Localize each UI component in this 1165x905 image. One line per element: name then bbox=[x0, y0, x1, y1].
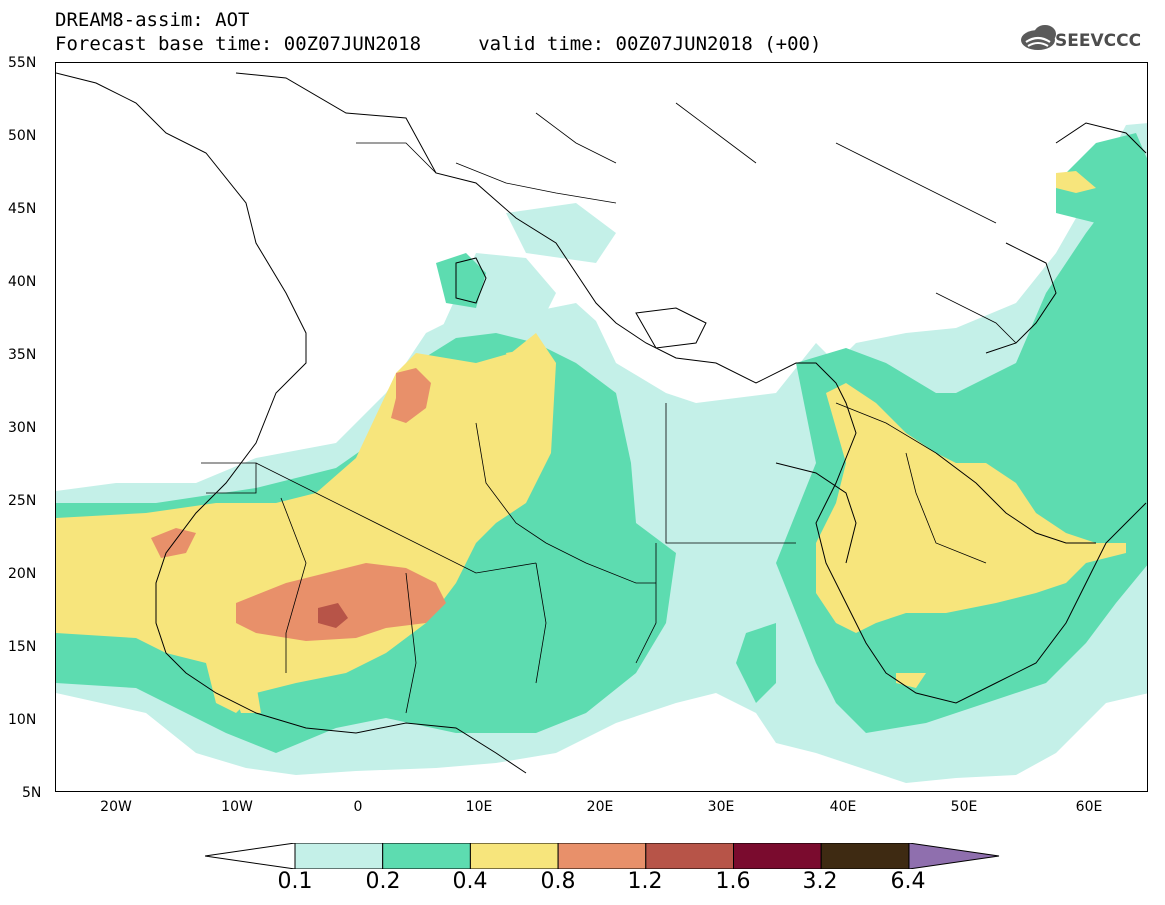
colorbar-box bbox=[820, 843, 910, 869]
lat-tick-label: 15N bbox=[8, 639, 37, 655]
lat-tick-label: 25N bbox=[8, 493, 37, 509]
lat-tick-label: 50N bbox=[8, 128, 37, 144]
cloud-icon bbox=[1021, 25, 1056, 50]
lon-tick-label: 10E bbox=[465, 799, 493, 815]
country-borders bbox=[201, 102, 1017, 714]
logo-text: SEEVCCC bbox=[1055, 31, 1142, 51]
lat-tick-label: 45N bbox=[8, 201, 37, 217]
colorbar-box bbox=[469, 843, 559, 869]
lon-tick-label: 10W bbox=[221, 799, 253, 815]
lat-tick-label: 40N bbox=[8, 274, 37, 290]
colorbar-label: 0.1 bbox=[277, 869, 313, 894]
colorbar-label: 1.6 bbox=[715, 869, 751, 894]
lon-tick-label: 60E bbox=[1075, 799, 1103, 815]
colorbar-over-triangle bbox=[908, 843, 1000, 869]
colorbar bbox=[205, 843, 1000, 869]
aot-band-0.4 bbox=[56, 171, 1126, 713]
aot-band-1.2 bbox=[318, 603, 348, 628]
colorbar-under-triangle bbox=[205, 843, 296, 869]
coastlines bbox=[56, 72, 1147, 774]
lat-tick-label: 35N bbox=[8, 347, 37, 363]
colorbar-box bbox=[645, 843, 734, 869]
colorbar-label: 1.2 bbox=[627, 869, 663, 894]
lat-tick-label: 10N bbox=[8, 712, 37, 728]
forecast-time-line: Forecast base time: 00Z07JUN2018 valid t… bbox=[55, 33, 822, 55]
colorbar-label: 0.4 bbox=[452, 869, 488, 894]
map-title: DREAM8-assim: AOT bbox=[55, 9, 250, 31]
lon-tick-label: 20E bbox=[586, 799, 614, 815]
colorbar-box bbox=[382, 843, 471, 869]
colorbar-label: 6.4 bbox=[890, 869, 926, 894]
lat-tick-label: 30N bbox=[8, 420, 37, 436]
colorbar-label: 0.2 bbox=[365, 869, 401, 894]
lat-tick-label: 20N bbox=[8, 566, 37, 582]
colorbar-label: 0.8 bbox=[540, 869, 576, 894]
colorbar-box bbox=[557, 843, 647, 869]
map-area bbox=[55, 62, 1148, 792]
aot-field-map bbox=[56, 72, 1147, 783]
lon-tick-label: 30E bbox=[707, 799, 735, 815]
colorbar-box bbox=[733, 843, 822, 869]
colorbar-label: 3.2 bbox=[802, 869, 838, 894]
lon-tick-label: 40E bbox=[829, 799, 857, 815]
lon-tick-label: 50E bbox=[950, 799, 978, 815]
lat-tick-label: 55N bbox=[8, 55, 37, 71]
colorbar-box bbox=[294, 843, 384, 869]
lat-tick-label: 5N bbox=[22, 785, 42, 801]
lon-tick-label: 0 bbox=[353, 799, 363, 815]
lon-tick-label: 20W bbox=[100, 799, 132, 815]
